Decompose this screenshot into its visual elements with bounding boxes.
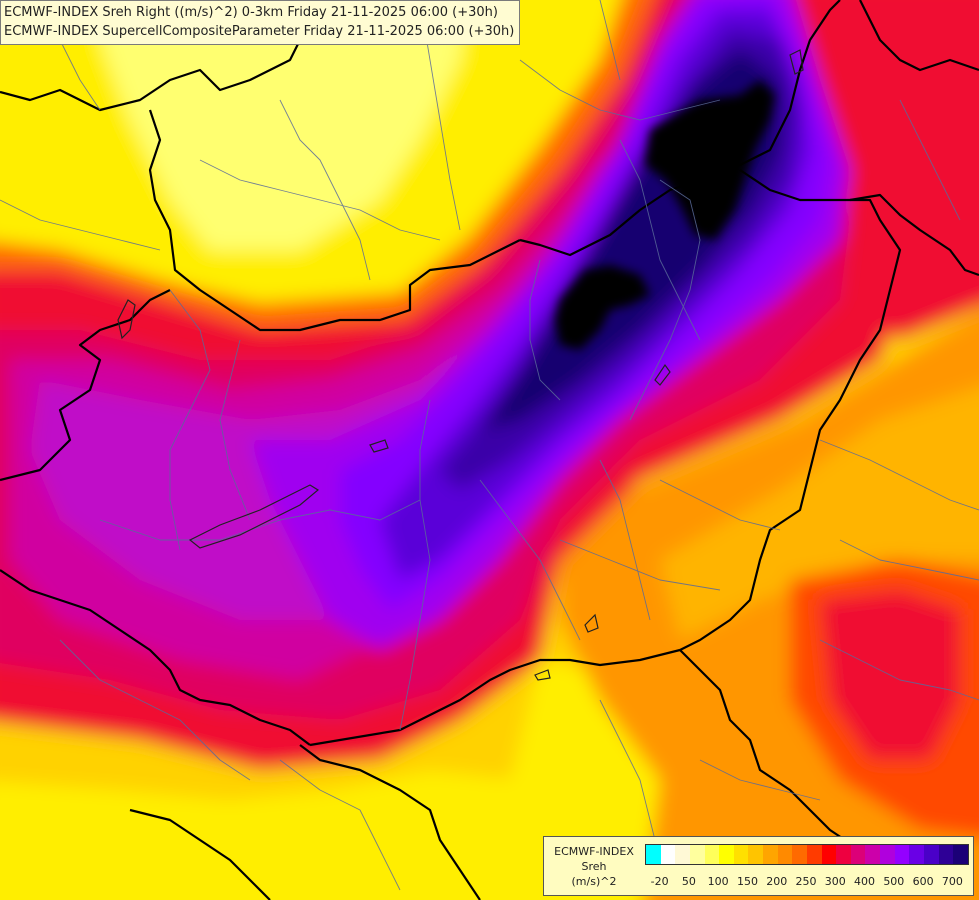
legend-source: ECMWF-INDEX (554, 845, 634, 858)
sreh-max-cores (555, 80, 775, 350)
lake-neusiedl (117, 299, 136, 340)
color-legend: ECMWF-INDEX Sreh (m/s)^2 -20 50 100 150 200 2… (543, 836, 974, 896)
legend-swatch (865, 845, 880, 864)
core-south (555, 265, 650, 350)
legend-tick-label: 700 (941, 875, 963, 888)
legend-swatch (821, 845, 837, 864)
legend-swatch (806, 845, 822, 864)
legend-tick-label: -20 (650, 875, 669, 888)
border-hungary-romania (679, 169, 902, 651)
legend-color-bar (645, 844, 969, 865)
border-czech-slovakia-north (148, 109, 521, 332)
legend-tick-label: 150 (736, 875, 758, 888)
border-serbia-romania (679, 649, 861, 851)
legend-swatch (792, 845, 807, 864)
field-amber-east (660, 387, 979, 640)
lake-small-4 (534, 669, 551, 681)
border-hungary-serbia (309, 648, 681, 747)
legend-tick-label: 600 (912, 875, 934, 888)
core-north (645, 80, 775, 240)
legend-tick-label: 100 (707, 875, 729, 888)
border-croatia-slovenia (0, 569, 311, 746)
legend-swatch (660, 845, 676, 864)
legend-swatch (923, 845, 939, 864)
legend-swatch (675, 845, 690, 864)
lake-small-2 (654, 363, 671, 386)
legend-swatch (704, 845, 720, 864)
legend-tick-label: 500 (883, 875, 905, 888)
legend-header: ECMWF-INDEX Sreh (m/s)^2 (544, 837, 644, 889)
lake-small-5 (789, 49, 804, 75)
field-orange-red-rim (0, 0, 652, 330)
legend-tick-label: 300 (824, 875, 846, 888)
field-yellow-south (0, 770, 570, 900)
legend-swatch (850, 845, 866, 864)
legend-swatch (719, 845, 734, 864)
legend-swatch (777, 845, 793, 864)
lake-small-1 (369, 439, 389, 453)
legend-tick-label: 200 (766, 875, 788, 888)
legend-swatch (880, 845, 895, 864)
legend-swatch (689, 845, 705, 864)
border-slovakia-ukraine (519, 0, 841, 257)
lake-small-3 (584, 613, 599, 633)
legend-swatch (646, 845, 661, 864)
border-austria-west (0, 289, 171, 482)
legend-tick-label: 50 (681, 875, 696, 888)
legend-swatch (953, 845, 968, 864)
legend-tick-label: 400 (854, 875, 876, 888)
title-sreh: ECMWF-INDEX Sreh Right ((m/s)^2) 0-3km F… (4, 5, 498, 20)
legend-swatch (763, 845, 778, 864)
legend-swatch (836, 845, 851, 864)
legend-swatch (894, 845, 910, 864)
legend-swatch (938, 845, 954, 864)
map-title-box: ECMWF-INDEX Sreh Right ((m/s)^2) 0-3km F… (0, 0, 521, 45)
legend-tick-label: 250 (795, 875, 817, 888)
lakes (117, 49, 804, 681)
border-ukraine-romania (859, 0, 979, 72)
field-yellow-light-north (100, 0, 468, 250)
border-romania-moldova (849, 193, 979, 277)
lake-balaton (188, 484, 320, 549)
border-bosnia (299, 744, 481, 900)
title-scp: ECMWF-INDEX SupercellCompositeParameter … (4, 24, 515, 39)
legend-variable: Sreh (581, 860, 607, 873)
legend-swatch (733, 845, 749, 864)
legend-unit: (m/s)^2 (571, 875, 617, 888)
legend-swatch (748, 845, 763, 864)
border-south-croatia (129, 808, 271, 900)
legend-swatch (909, 845, 924, 864)
legend-tick-labels: -20 50 100 150 200 250 300 400 500 600 700 (645, 875, 967, 891)
